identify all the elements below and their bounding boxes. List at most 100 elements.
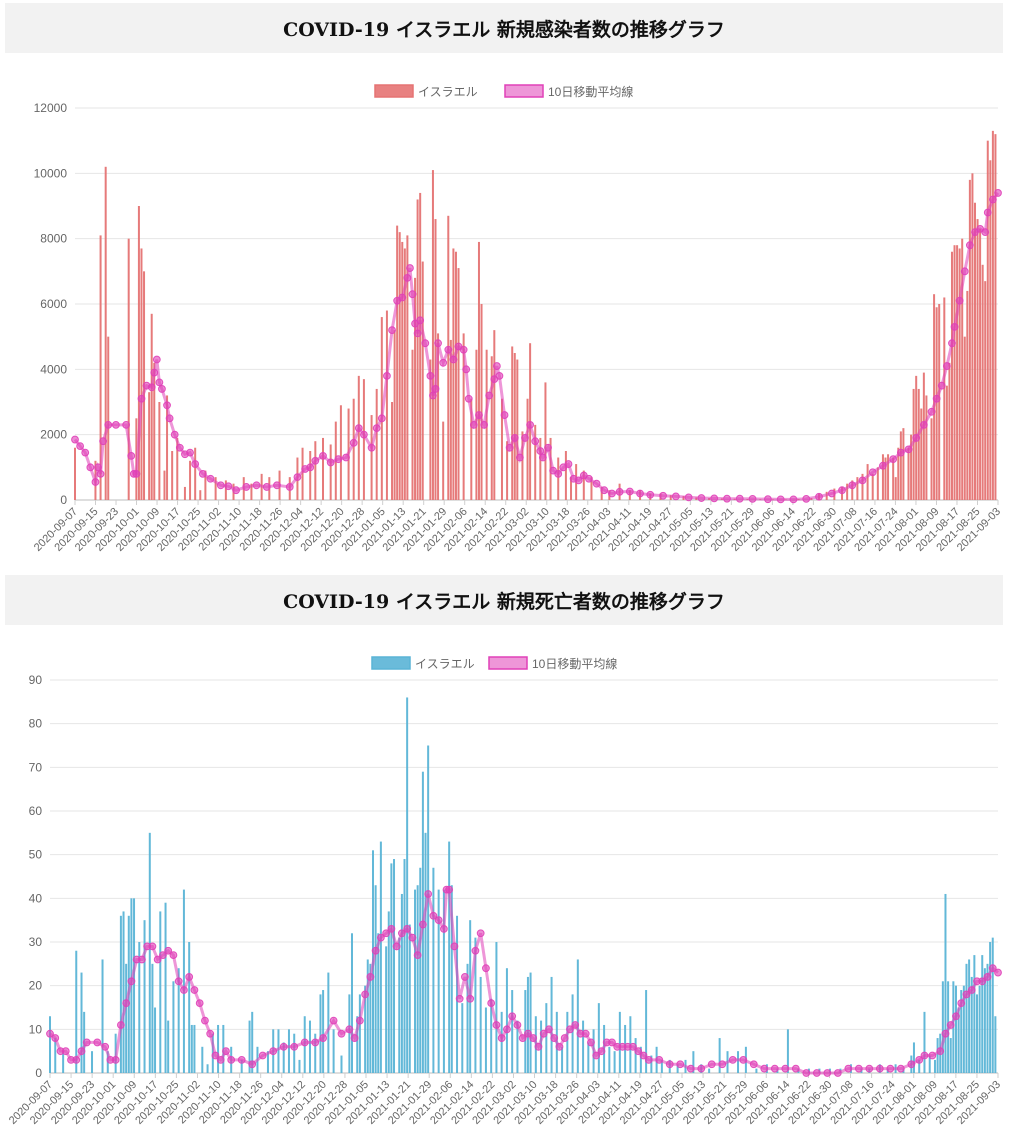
moving-average-point xyxy=(896,448,905,457)
bar xyxy=(989,942,992,1073)
moving-average-point xyxy=(920,1051,929,1060)
bar xyxy=(897,447,900,500)
moving-average-series xyxy=(71,189,1002,504)
bar xyxy=(99,235,102,500)
moving-average-point xyxy=(311,456,320,465)
moving-average-series xyxy=(46,885,1002,1077)
bar xyxy=(590,477,593,500)
moving-average-point xyxy=(492,1021,501,1029)
bar xyxy=(755,1068,758,1073)
bar xyxy=(322,437,325,500)
moving-average-point xyxy=(349,438,358,447)
deaths-chart: イスラエル 10日移動平均線 0 10 20 30 40 50 60 70 80 90 2020-09-… xyxy=(7,656,1003,1127)
bar xyxy=(718,1038,721,1073)
moving-average-point xyxy=(544,443,552,452)
moving-average-point xyxy=(495,371,504,380)
moving-average-point xyxy=(408,290,417,299)
moving-average-point xyxy=(377,414,386,423)
bar xyxy=(357,375,360,500)
moving-average-point xyxy=(665,1060,674,1069)
bar xyxy=(393,859,396,1073)
bar xyxy=(74,447,76,500)
bar xyxy=(454,251,457,500)
bar xyxy=(369,963,372,1073)
moving-average-point xyxy=(101,1042,110,1051)
moving-average-point xyxy=(639,1051,648,1060)
bar xyxy=(137,206,140,500)
moving-average-point xyxy=(46,1029,54,1038)
moving-average-point xyxy=(823,1069,832,1077)
moving-average-point xyxy=(865,1064,874,1073)
bar xyxy=(930,418,933,500)
moving-average-point xyxy=(455,994,464,1003)
moving-average-point xyxy=(424,890,433,898)
y-tick-label: 90 xyxy=(29,673,43,687)
bar xyxy=(912,1042,915,1073)
moving-average-point xyxy=(413,951,422,960)
moving-average-point xyxy=(629,1042,637,1051)
bar xyxy=(961,238,964,500)
moving-average-point xyxy=(445,885,454,894)
bar xyxy=(962,985,965,1073)
moving-average-point xyxy=(76,442,85,451)
moving-average-point xyxy=(534,1042,543,1051)
moving-average-point xyxy=(227,1056,236,1064)
moving-average-point xyxy=(697,494,706,502)
moving-average-point xyxy=(587,1038,595,1047)
bar xyxy=(356,1016,359,1073)
bar xyxy=(984,281,987,500)
moving-average-point xyxy=(983,208,992,217)
bar xyxy=(329,444,332,500)
moving-average-point xyxy=(293,473,302,482)
moving-average-point xyxy=(361,990,370,999)
bar xyxy=(505,968,508,1073)
bar xyxy=(544,382,547,500)
bar xyxy=(432,867,435,1073)
bar xyxy=(416,199,419,500)
moving-average-point xyxy=(354,424,363,433)
moving-average-point xyxy=(434,916,443,925)
moving-average-point xyxy=(112,420,120,429)
moving-average-point xyxy=(802,494,811,503)
moving-average-point xyxy=(644,1056,653,1064)
moving-average-point xyxy=(416,316,425,325)
bar xyxy=(456,915,459,1073)
bar xyxy=(414,277,417,500)
bar xyxy=(645,990,648,1073)
legend-label: イスラエル xyxy=(418,85,478,99)
moving-average-point xyxy=(169,951,178,960)
legend: イスラエル 10日移動平均線 xyxy=(374,84,633,99)
bar xyxy=(950,251,953,500)
bar xyxy=(786,1029,789,1073)
moving-average-point xyxy=(564,460,573,468)
moving-average-point xyxy=(521,434,529,442)
bar xyxy=(293,1033,296,1073)
moving-average-point xyxy=(279,1042,288,1051)
moving-average-point xyxy=(86,463,95,472)
moving-average-point xyxy=(342,453,350,462)
bar xyxy=(398,937,401,1073)
bar xyxy=(618,1011,621,1073)
moving-average-point xyxy=(967,986,976,994)
moving-average-point xyxy=(482,964,490,973)
bar xyxy=(866,464,869,500)
bar xyxy=(571,994,574,1073)
moving-average-point xyxy=(927,407,936,416)
moving-average-point xyxy=(497,1034,506,1042)
moving-average-point xyxy=(503,1025,511,1034)
bar xyxy=(375,388,378,500)
moving-average-point xyxy=(868,468,877,477)
bar xyxy=(352,398,355,500)
moving-average-point xyxy=(480,420,488,429)
bar xyxy=(340,1055,343,1073)
moving-average-point xyxy=(962,990,971,999)
bar xyxy=(411,349,414,500)
moving-average-point xyxy=(915,1056,924,1064)
bar xyxy=(450,885,453,1073)
bar xyxy=(856,477,859,500)
y-tick-label: 0 xyxy=(35,1066,42,1080)
bar xyxy=(148,832,151,1073)
bar xyxy=(406,235,409,500)
bar xyxy=(419,867,422,1073)
bar xyxy=(923,1011,926,1073)
